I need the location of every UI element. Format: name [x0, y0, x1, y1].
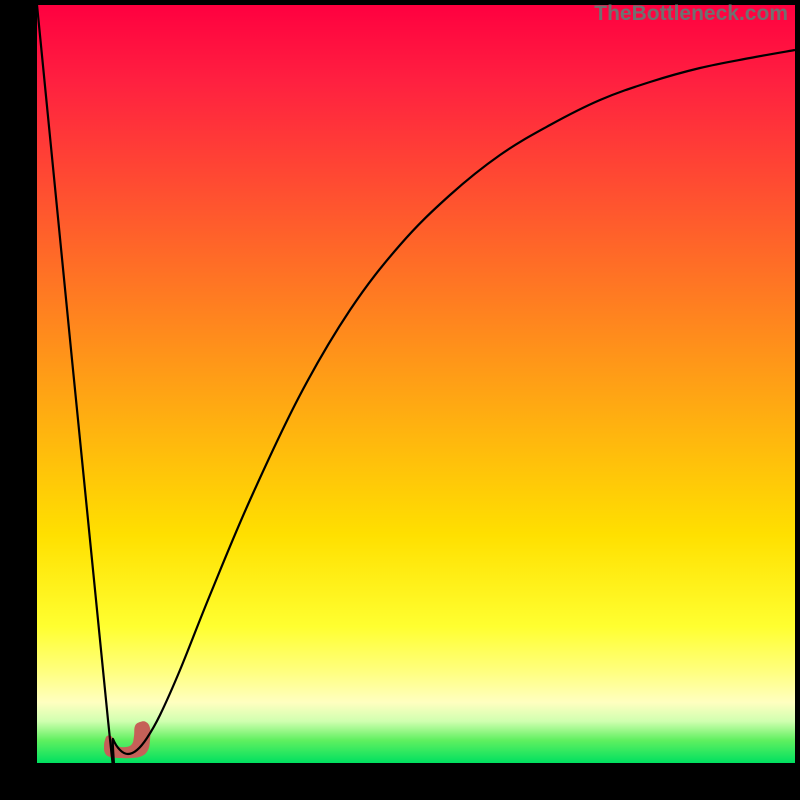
chart-container: TheBottleneck.com [0, 0, 800, 800]
plot-background [37, 5, 795, 763]
chart-svg [0, 0, 800, 800]
watermark-text: TheBottleneck.com [594, 2, 788, 26]
